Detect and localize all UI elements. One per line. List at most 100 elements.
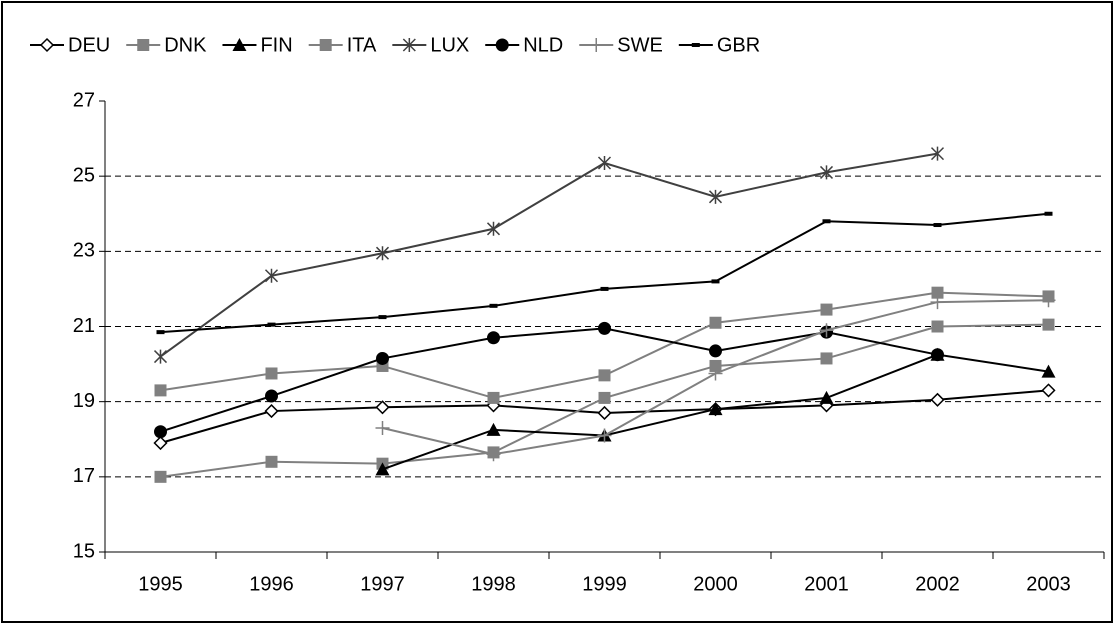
- point: [819, 390, 834, 404]
- point: [822, 219, 831, 224]
- point: [930, 146, 945, 161]
- point: [376, 351, 389, 365]
- point: [265, 389, 278, 403]
- point: [489, 303, 498, 308]
- legend-item: GBR: [678, 34, 760, 56]
- point: [153, 349, 168, 364]
- legend-item: FIN: [222, 34, 293, 56]
- legend-label: NLD: [523, 34, 563, 56]
- point: [375, 246, 390, 261]
- x-tick-label: 1997: [360, 573, 405, 595]
- point: [375, 462, 390, 476]
- point: [154, 425, 167, 439]
- legend-marker: [495, 38, 509, 52]
- point: [933, 223, 942, 228]
- point: [375, 400, 390, 415]
- y-tick-label: 21: [73, 315, 95, 337]
- series-line: [160, 327, 938, 433]
- point: [487, 391, 500, 404]
- point: [265, 455, 278, 468]
- point: [267, 322, 276, 327]
- point: [486, 422, 501, 436]
- point: [819, 323, 834, 338]
- point: [156, 330, 165, 335]
- legend-marker: [691, 43, 700, 47]
- y-tick-label: 15: [73, 540, 95, 562]
- point: [709, 344, 722, 358]
- point: [598, 369, 611, 382]
- point: [1041, 293, 1056, 308]
- legend-label: SWE: [617, 34, 663, 56]
- x-tick-label: 2003: [1026, 573, 1071, 595]
- x-tick-label: 2000: [693, 573, 738, 595]
- point: [711, 279, 720, 284]
- legend-marker: [137, 39, 150, 51]
- legend-marker: [319, 39, 332, 51]
- point: [819, 165, 834, 180]
- point: [486, 447, 501, 462]
- legend-label: GBR: [717, 34, 760, 56]
- point: [708, 189, 723, 204]
- legend-marker: [589, 38, 604, 52]
- point: [820, 303, 833, 316]
- legend-item: NLD: [485, 34, 563, 56]
- legend-marker: [402, 38, 416, 52]
- point: [1041, 383, 1056, 398]
- x-tick-label: 1998: [471, 573, 516, 595]
- point: [1044, 211, 1053, 216]
- point: [375, 420, 390, 435]
- point: [820, 352, 833, 365]
- y-tick-label: 25: [73, 164, 95, 186]
- point: [154, 470, 167, 483]
- legend-item: ITA: [308, 34, 377, 56]
- y-tick-label: 23: [73, 240, 95, 262]
- legend-label: ITA: [347, 34, 377, 56]
- legend-marker: [39, 37, 55, 53]
- point: [930, 295, 945, 310]
- x-tick-label: 1999: [582, 573, 627, 595]
- point: [264, 268, 279, 283]
- x-tick-label: 2002: [915, 573, 960, 595]
- point: [598, 321, 611, 335]
- point: [1041, 364, 1056, 378]
- point: [708, 366, 723, 381]
- y-tick-label: 19: [73, 390, 95, 412]
- point: [153, 435, 168, 451]
- point: [931, 286, 944, 299]
- point: [708, 402, 723, 416]
- point: [1042, 318, 1055, 331]
- y-tick-label: 17: [73, 465, 95, 487]
- legend-label: FIN: [260, 34, 292, 56]
- legend-label: LUX: [430, 34, 469, 56]
- point: [264, 404, 279, 419]
- legend-marker: [232, 38, 247, 51]
- point: [487, 331, 500, 345]
- legend-item: DNK: [126, 34, 207, 56]
- legend-item: LUX: [392, 34, 469, 56]
- point: [597, 156, 612, 171]
- point: [597, 405, 612, 421]
- legend-item: SWE: [579, 34, 663, 56]
- x-tick-label: 1996: [249, 573, 294, 595]
- point: [597, 428, 612, 443]
- x-tick-label: 2001: [804, 573, 849, 595]
- point: [930, 392, 945, 407]
- point: [709, 359, 722, 372]
- point: [931, 320, 944, 333]
- point: [486, 221, 501, 236]
- legend-item: DEU: [30, 34, 110, 56]
- legend-label: DNK: [164, 34, 207, 56]
- point: [265, 367, 278, 380]
- series-line: [159, 152, 938, 358]
- point: [378, 315, 387, 320]
- x-tick-label: 1995: [138, 573, 183, 595]
- legend-label: DEU: [68, 34, 110, 56]
- point: [598, 391, 611, 404]
- point: [600, 286, 609, 291]
- point: [154, 384, 167, 397]
- point: [931, 348, 944, 362]
- y-tick-label: 27: [73, 89, 95, 111]
- point: [709, 316, 722, 329]
